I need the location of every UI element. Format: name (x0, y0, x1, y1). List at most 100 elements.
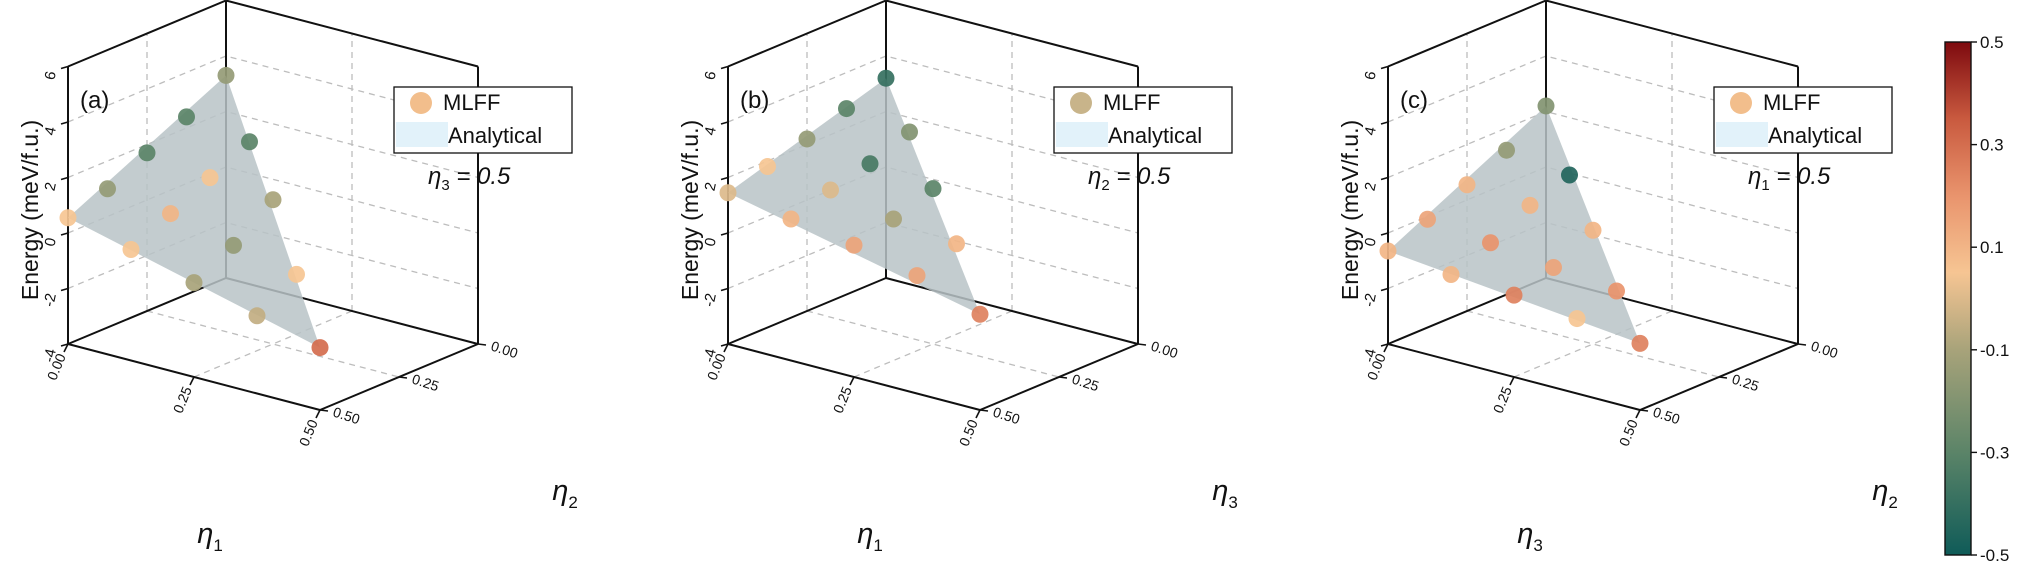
colorbar-bar (1944, 41, 1972, 556)
data-point (838, 100, 855, 118)
y-tick (1797, 343, 1807, 346)
colorbar-tick-label: 0.5 (1980, 33, 2004, 52)
y-tick (1718, 376, 1728, 379)
z-tick-label: -4 (1361, 347, 1380, 364)
data-point (1419, 210, 1436, 228)
x-axis-subscript: 1 (873, 536, 882, 555)
z-tick (720, 343, 729, 347)
y-tick-label: 0.50 (331, 404, 362, 428)
data-point (1631, 334, 1649, 352)
z-tick (720, 287, 729, 292)
grid-line-z (67, 110, 479, 179)
x-axis-symbol: η (857, 518, 873, 550)
grid-line-floor-y (806, 310, 1060, 378)
z-axis-label: Energy (meV/f.u.) (677, 120, 703, 300)
y-tick (979, 409, 989, 412)
y-axis-label: η2 (552, 475, 578, 512)
data-point (1521, 196, 1539, 214)
colorbar-tick-label: -0.5 (1980, 546, 2009, 565)
z-tick-label: 4 (42, 125, 60, 137)
z-tick-label: -2 (41, 292, 60, 309)
data-point (241, 133, 258, 151)
x-axis-subscript: 3 (1533, 536, 1542, 555)
data-point (1561, 166, 1578, 184)
axis-edge (1387, 0, 1547, 68)
data-point (1568, 310, 1586, 328)
y-axis-subscript: 2 (568, 493, 577, 512)
z-axis-label: Energy (meV/f.u.) (17, 120, 43, 300)
x-tick-label: 0.25 (1490, 384, 1515, 415)
z-tick (720, 176, 729, 181)
fixed-value: = 0.5 (1770, 163, 1831, 190)
legend-swatch-analytical (1056, 122, 1108, 147)
z-tick (720, 232, 729, 236)
z-tick (60, 343, 69, 347)
axis-edge (727, 0, 887, 68)
fixed-parameter-label: η3 = 0.5 (428, 163, 511, 194)
z-tick-label: 6 (1362, 70, 1380, 82)
y-tick (1137, 343, 1147, 346)
data-point (1442, 265, 1460, 283)
legend-marker (1070, 92, 1092, 114)
z-tick-label: 0 (702, 236, 720, 248)
y-axis-label: η2 (1872, 475, 1898, 512)
analytical-surface (728, 78, 980, 315)
y-tick-label: 0.00 (1809, 338, 1840, 362)
z-tick (60, 121, 69, 125)
analytical-surface (68, 75, 320, 348)
fixed-value: = 0.5 (450, 163, 511, 190)
data-point (798, 130, 816, 148)
z-axis: -4 -2 0 2 4 6 Energy (meV/f.u.) (17, 65, 69, 364)
x-tick (1635, 409, 1641, 419)
z-tick (1380, 176, 1389, 181)
y-tick (398, 376, 408, 379)
y-tick (477, 343, 487, 346)
data-point (971, 305, 989, 323)
x-tick (1383, 343, 1389, 353)
z-axis: -4 -2 0 2 4 6 Energy (meV/f.u.) (677, 65, 729, 364)
data-point (885, 210, 902, 228)
data-point (759, 158, 776, 176)
fixed-parameter-label: η2 = 0.5 (1088, 163, 1171, 194)
x-tick (849, 376, 855, 386)
z-axis: -4 -2 0 2 4 6 Energy (meV/f.u.) (1337, 65, 1389, 364)
axis-edge (225, 0, 479, 68)
z-tick-label: 6 (42, 70, 60, 82)
fixed-subscript: 2 (1101, 177, 1109, 194)
legend-label-analytical: Analytical (1768, 123, 1862, 148)
x-axis-symbol: η (1517, 518, 1533, 550)
y-tick-label: 0.50 (1651, 404, 1682, 428)
mlff-points (1379, 97, 1649, 352)
y-tick-label: 0.50 (991, 404, 1022, 428)
legend: MLFF Analytical (1713, 86, 1893, 154)
z-tick (60, 65, 69, 70)
fixed-symbol: η (428, 163, 441, 190)
fixed-value: = 0.5 (1110, 163, 1171, 190)
legend-label-analytical: Analytical (448, 123, 542, 148)
legend-label-analytical: Analytical (1108, 123, 1202, 148)
grid-line-z (727, 221, 1139, 290)
data-point (924, 180, 942, 198)
z-axis-label: Energy (meV/f.u.) (1337, 120, 1363, 300)
data-point (1537, 97, 1555, 115)
data-point (1482, 234, 1499, 252)
colorbar-tick-label: -0.3 (1980, 443, 2009, 462)
y-tick-label: 0.25 (1070, 371, 1101, 395)
y-tick-label: 0.00 (489, 338, 520, 362)
data-point (822, 181, 839, 199)
colorbar-tick-label: 0.1 (1980, 238, 2004, 257)
y-axis-symbol: η (1212, 475, 1228, 507)
z-tick (720, 65, 729, 70)
fixed-symbol: η (1088, 163, 1101, 190)
z-tick (1380, 287, 1389, 292)
data-point (901, 123, 918, 141)
z-tick-label: 2 (1362, 181, 1380, 193)
data-point (311, 339, 329, 357)
axis-edge (1545, 0, 1799, 68)
data-point (178, 108, 195, 126)
data-point (201, 169, 219, 187)
data-point (217, 66, 235, 84)
z-tick-label: -2 (1361, 292, 1380, 309)
